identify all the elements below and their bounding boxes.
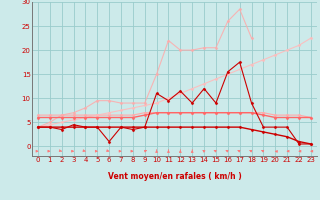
X-axis label: Vent moyen/en rafales ( km/h ): Vent moyen/en rafales ( km/h ) [108,172,241,181]
